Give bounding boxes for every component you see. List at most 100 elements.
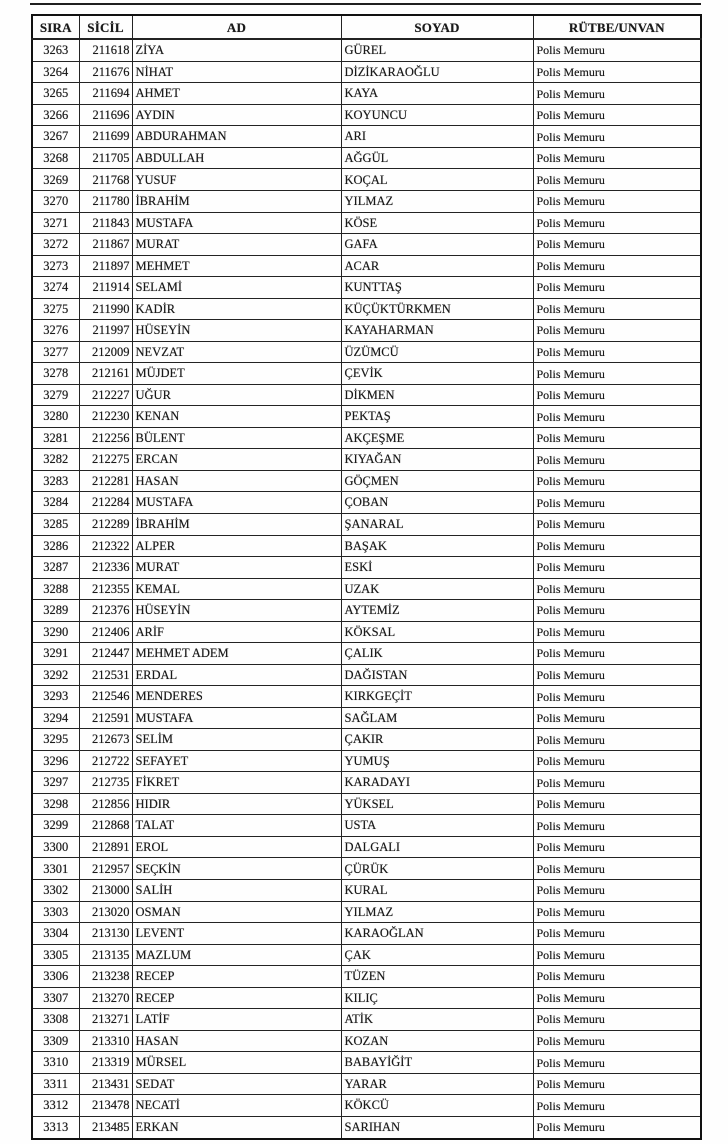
table-row: 3278 212161 MÜJDET ÇEVİK Polis Memuru xyxy=(31,362,702,385)
cell-sira: 3302 xyxy=(31,879,80,902)
cell-sira: 3305 xyxy=(31,943,80,967)
cell-ad: OSMAN xyxy=(131,900,342,924)
table-row: 3279 212227 UĞUR DİKMEN Polis Memuru xyxy=(31,383,702,407)
table-row: 3263 211618 ZİYA GÜREL Polis Memuru xyxy=(31,38,702,62)
cell-sicil: 211699 xyxy=(78,125,133,148)
cell-sira: 3278 xyxy=(31,362,80,385)
cell-rutbe: Polis Memuru xyxy=(532,512,702,536)
cell-rutbe: Polis Memuru xyxy=(532,1051,702,1074)
cell-ad: MUSTAFA xyxy=(131,211,342,235)
cell-ad: MURAT xyxy=(131,556,342,579)
cell-rutbe: Polis Memuru xyxy=(532,340,702,364)
cell-soyad: ŞANARAL xyxy=(340,512,534,536)
cell-sira: 3303 xyxy=(31,900,80,924)
table-row: 3290 212406 ARİF KÖKSAL Polis Memuru xyxy=(31,620,702,644)
cell-soyad: ÇEVİK xyxy=(340,362,534,385)
cell-rutbe: Polis Memuru xyxy=(532,1029,702,1053)
cell-ad: FİKRET xyxy=(131,771,342,794)
cell-ad: SEÇKİN xyxy=(131,857,342,881)
cell-soyad: KOZAN xyxy=(340,1029,534,1053)
cell-sicil: 213270 xyxy=(78,986,133,1010)
cell-rutbe: Polis Memuru xyxy=(532,663,702,687)
cell-soyad: GÖÇMEN xyxy=(340,469,534,493)
cell-sira: 3273 xyxy=(31,254,80,278)
cell-ad: AHMET xyxy=(131,82,342,105)
cell-rutbe: Polis Memuru xyxy=(532,254,702,278)
cell-sicil: 212673 xyxy=(78,728,133,751)
cell-soyad: ÇAKIR xyxy=(340,728,534,751)
table-row: 3302 213000 SALİH KURAL Polis Memuru xyxy=(31,879,702,902)
cell-rutbe: Polis Memuru xyxy=(532,491,702,514)
cell-sira: 3269 xyxy=(31,168,80,192)
cell-ad: HÜSEYİN xyxy=(131,599,342,622)
cell-ad: HASAN xyxy=(131,469,342,493)
cell-sicil: 212591 xyxy=(78,706,133,730)
cell-ad: UĞUR xyxy=(131,383,342,407)
cell-sicil: 211618 xyxy=(78,38,133,62)
cell-sicil: 211914 xyxy=(78,276,133,299)
cell-sicil: 212531 xyxy=(78,663,133,687)
cell-sicil: 212355 xyxy=(78,577,133,601)
cell-sicil: 212891 xyxy=(78,835,133,859)
cell-soyad: DALGALI xyxy=(340,835,534,859)
cell-rutbe: Polis Memuru xyxy=(532,426,702,450)
cell-sira: 3310 xyxy=(31,1051,80,1074)
cell-sicil: 213000 xyxy=(78,879,133,902)
table-row: 3274 211914 SELAMİ KUNTTAŞ Polis Memuru xyxy=(31,276,702,299)
cell-rutbe: Polis Memuru xyxy=(532,60,702,84)
cell-sicil: 212735 xyxy=(78,771,133,794)
cell-soyad: KARADAYI xyxy=(340,771,534,794)
cell-soyad: SARIHAN xyxy=(340,1115,534,1140)
table-row: 3269 211768 YUSUF KOÇAL Polis Memuru xyxy=(31,168,702,192)
cell-rutbe: Polis Memuru xyxy=(532,469,702,493)
cell-sicil: 212406 xyxy=(78,620,133,644)
cell-sira: 3268 xyxy=(31,146,80,170)
cell-sira: 3265 xyxy=(31,82,80,105)
table-row: 3312 213478 NECATİ KÖKCÜ Polis Memuru xyxy=(31,1094,702,1117)
cell-sira: 3279 xyxy=(31,383,80,407)
cell-sira: 3296 xyxy=(31,749,80,773)
cell-soyad: KURAL xyxy=(340,879,534,902)
cell-soyad: YÜKSEL xyxy=(340,792,534,816)
cell-sicil: 211768 xyxy=(78,168,133,192)
cell-sira: 3283 xyxy=(31,469,80,493)
cell-soyad: SAĞLAM xyxy=(340,706,534,730)
cell-rutbe: Polis Memuru xyxy=(532,685,702,708)
cell-rutbe: Polis Memuru xyxy=(532,792,702,816)
cell-ad: MENDERES xyxy=(131,685,342,708)
table-row: 3265 211694 AHMET KAYA Polis Memuru xyxy=(31,82,702,105)
cell-ad: TALAT xyxy=(131,814,342,837)
cell-soyad: ACAR xyxy=(340,254,534,278)
cell-sicil: 212546 xyxy=(78,685,133,708)
cell-soyad: KÖKCÜ xyxy=(340,1094,534,1117)
cell-sicil: 211997 xyxy=(78,319,133,342)
table-row: 3294 212591 MUSTAFA SAĞLAM Polis Memuru xyxy=(31,706,702,730)
cell-sira: 3309 xyxy=(31,1029,80,1053)
table-row: 3306 213238 RECEP TÜZEN Polis Memuru xyxy=(31,965,702,988)
cell-sicil: 213478 xyxy=(78,1094,133,1117)
cell-sira: 3274 xyxy=(31,276,80,299)
cell-sicil: 213238 xyxy=(78,965,133,988)
cell-sira: 3313 xyxy=(31,1115,80,1140)
cell-sicil: 212957 xyxy=(78,857,133,881)
cell-soyad: KOYUNCU xyxy=(340,103,534,127)
table-row: 3282 212275 ERCAN KIYAĞAN Polis Memuru xyxy=(31,448,702,471)
cell-ad: ARİF xyxy=(131,620,342,644)
cell-sicil: 211990 xyxy=(78,297,133,321)
table-row: 3275 211990 KADİR KÜÇÜKTÜRKMEN Polis Memuru xyxy=(31,297,702,321)
cell-soyad: UZAK xyxy=(340,577,534,601)
cell-rutbe: Polis Memuru xyxy=(532,448,702,471)
cell-sicil: 212009 xyxy=(78,340,133,364)
cell-sira: 3285 xyxy=(31,512,80,536)
cell-sicil: 211696 xyxy=(78,103,133,127)
cell-ad: KADİR xyxy=(131,297,342,321)
cell-rutbe: Polis Memuru xyxy=(532,879,702,902)
cell-ad: NECATİ xyxy=(131,1094,342,1117)
cell-ad: SELİM xyxy=(131,728,342,751)
cell-sicil: 212275 xyxy=(78,448,133,471)
cell-ad: HIDIR xyxy=(131,792,342,816)
table-row: 3308 213271 LATİF ATİK Polis Memuru xyxy=(31,1008,702,1031)
cell-rutbe: Polis Memuru xyxy=(532,900,702,924)
cell-rutbe: Polis Memuru xyxy=(532,168,702,192)
cell-ad: ERDAL xyxy=(131,663,342,687)
